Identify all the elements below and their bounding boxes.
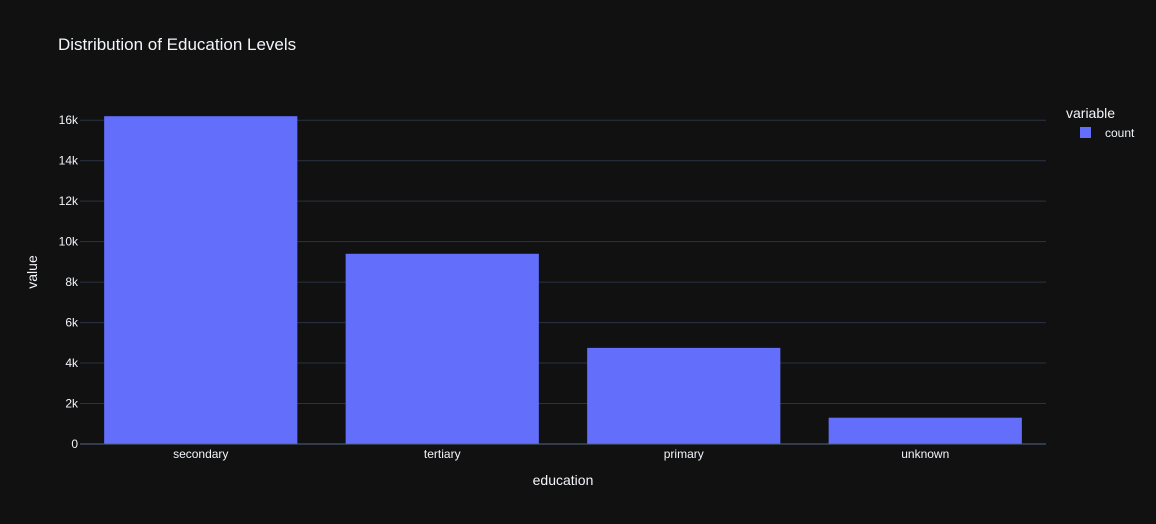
bar-tertiary[interactable] [345, 253, 539, 444]
y-tick-label: 10k [59, 235, 79, 249]
legend-swatch-count [1080, 127, 1091, 138]
y-tick-label: 8k [65, 275, 79, 289]
bars [104, 116, 1022, 444]
x-tick-label-unknown: unknown [901, 447, 949, 461]
chart-title: Distribution of Education Levels [58, 35, 296, 54]
y-tick-label: 4k [65, 356, 79, 370]
bar-unknown[interactable] [828, 417, 1022, 444]
y-tick-label: 16k [59, 113, 79, 127]
x-tick-label-tertiary: tertiary [424, 447, 461, 461]
x-axis-title: education [533, 472, 594, 488]
y-axis-ticks: 0 2k 4k 6k 8k 10k 12k 14k 16k [59, 113, 79, 451]
y-tick-label: 6k [65, 316, 79, 330]
x-axis-ticks: secondary tertiary primary unknown [173, 447, 949, 461]
legend-title: variable [1066, 105, 1115, 121]
legend: variable count [1066, 105, 1135, 140]
x-tick-label-secondary: secondary [173, 447, 228, 461]
bar-secondary[interactable] [104, 116, 298, 444]
legend-label-count: count [1105, 126, 1135, 140]
bar-primary[interactable] [587, 347, 781, 444]
y-tick-label: 0 [71, 437, 78, 451]
x-tick-label-primary: primary [664, 447, 704, 461]
y-axis-title: value [24, 255, 40, 289]
legend-item-count[interactable]: count [1080, 126, 1135, 140]
y-tick-label: 14k [59, 154, 79, 168]
y-tick-label: 12k [59, 194, 79, 208]
y-tick-label: 2k [65, 397, 79, 411]
